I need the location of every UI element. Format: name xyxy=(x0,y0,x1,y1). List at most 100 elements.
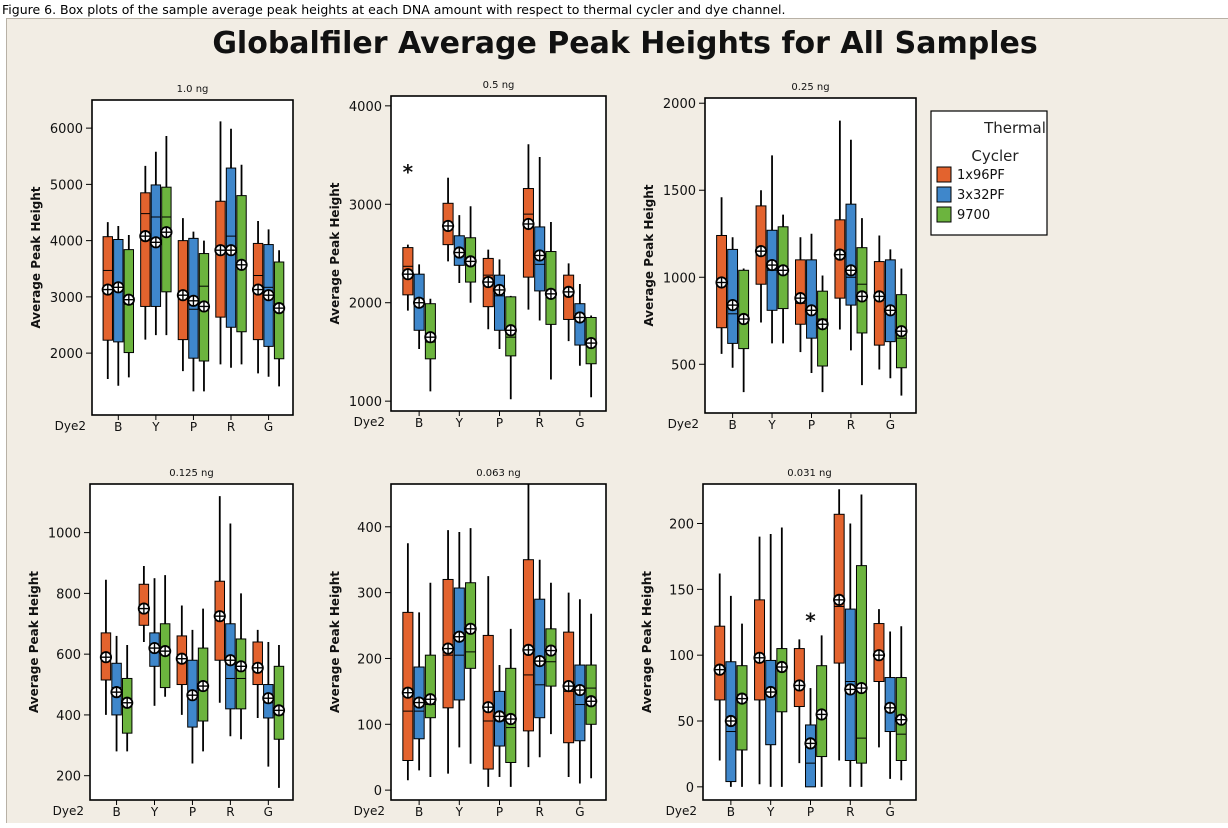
x-tick-label-r: R xyxy=(846,805,854,819)
mean-marker-9700-y xyxy=(464,255,477,268)
legend-label-1x96pf: 1x96PF xyxy=(957,168,1005,183)
box-iqr xyxy=(273,665,285,740)
mean-marker-9700-y xyxy=(160,226,173,239)
mean-marker-1x96pf-b xyxy=(401,268,414,281)
mean-marker-1x96pf-g xyxy=(872,649,886,662)
x-tick-label-b: B xyxy=(415,805,423,819)
x-tick-label-b: B xyxy=(112,805,120,819)
box-iqr xyxy=(884,259,896,343)
mean-marker-3x32pf-r xyxy=(224,244,238,257)
box-iqr xyxy=(793,648,805,708)
mean-marker-9700-g xyxy=(585,695,598,708)
y-axis-label: Average Peak Height xyxy=(640,571,654,713)
mean-marker-3x32pf-y xyxy=(453,246,466,259)
box-iqr xyxy=(235,638,247,710)
x-group-label: Dye2 xyxy=(666,804,697,818)
y-tick-label: 2000 xyxy=(663,97,696,112)
y-tick-label: 1500 xyxy=(663,184,696,199)
y-tick-label: 1000 xyxy=(349,395,382,410)
mean-marker-9700-y xyxy=(464,622,477,635)
mean-marker-1x96pf-y xyxy=(441,642,455,655)
box-iqr xyxy=(402,611,414,761)
panel-title: 0.063 ng xyxy=(476,468,521,479)
mean-marker-3x32pf-b xyxy=(724,714,737,728)
x-group-label: Dye2 xyxy=(53,804,84,818)
mean-marker-1x96pf-b xyxy=(101,283,114,296)
mean-marker-1x96pf-b xyxy=(713,663,726,676)
mean-marker-1x96pf-p xyxy=(482,275,495,289)
panel-title: 0.5 ng xyxy=(483,80,515,91)
mean-marker-9700-g xyxy=(272,302,286,315)
y-tick-label: 150 xyxy=(669,583,694,598)
y-axis-label: Average Peak Height xyxy=(328,182,342,324)
mean-marker-1x96pf-r xyxy=(833,593,846,606)
mean-marker-9700-r xyxy=(855,290,869,303)
x-tick-label-g: G xyxy=(886,418,895,432)
y-tick-label: 3000 xyxy=(349,198,382,213)
mean-marker-3x32pf-p xyxy=(493,710,506,723)
box-iqr xyxy=(493,274,506,331)
y-tick-label: 200 xyxy=(669,518,694,533)
mean-marker-9700-r xyxy=(235,258,248,271)
x-tick-label-g: G xyxy=(264,420,273,434)
box-iqr xyxy=(574,664,586,742)
y-tick-label: 2000 xyxy=(50,347,83,362)
y-axis-label: Average Peak Height xyxy=(27,571,41,713)
y-tick-label: 400 xyxy=(357,521,382,536)
x-tick-label-r: R xyxy=(536,416,544,430)
panel-0-25-ng: 0.25 ng Average Peak Height 500 1000 1500 200… xyxy=(642,82,917,432)
mean-marker-9700-b xyxy=(121,696,134,709)
mean-marker-1x96pf-g xyxy=(562,680,575,693)
legend-label-9700: 9700 xyxy=(957,208,990,223)
mean-marker-9700-y xyxy=(159,645,172,658)
mean-marker-3x32pf-r xyxy=(844,683,857,696)
y-axis-label: Average Peak Height xyxy=(642,184,656,326)
mean-marker-1x96pf-y xyxy=(754,245,768,258)
panel-title: 0.25 ng xyxy=(791,82,829,93)
mean-marker-1x96pf-b xyxy=(715,276,728,289)
y-tick-label: 1000 xyxy=(663,271,696,286)
mean-marker-9700-g xyxy=(585,336,598,350)
y-tick-label: 500 xyxy=(671,358,696,373)
mean-marker-9700-y xyxy=(776,264,790,277)
mean-marker-9700-b xyxy=(122,293,135,306)
mean-marker-9700-g xyxy=(895,713,908,726)
legend: Thermal Cycler 1x96PF 3x32PF 9700 xyxy=(930,110,1048,236)
mean-marker-3x32pf-b xyxy=(413,696,426,709)
y-tick-label: 400 xyxy=(56,709,81,724)
mean-marker-3x32pf-g xyxy=(262,692,275,705)
box-9700-b xyxy=(424,582,436,777)
mean-marker-9700-p xyxy=(815,708,828,721)
box-iqr xyxy=(453,587,465,701)
x-tick-label-g: G xyxy=(885,805,894,819)
mean-marker-1x96pf-p xyxy=(793,679,806,692)
box-iqr xyxy=(805,724,816,788)
mean-marker-1x96pf-y xyxy=(139,230,152,243)
legend-label-3x32pf: 3x32PF xyxy=(957,188,1005,203)
panel-title: 0.031 ng xyxy=(787,468,832,479)
y-tick-label: 100 xyxy=(357,718,382,733)
mean-marker-1x96pf-g xyxy=(251,283,265,296)
mean-marker-1x96pf-r xyxy=(522,643,535,657)
y-tick-label: 4000 xyxy=(349,100,382,115)
x-tick-label-p: P xyxy=(496,416,503,430)
mean-marker-9700-g xyxy=(272,704,286,717)
box-iqr xyxy=(736,665,748,751)
x-tick-label-b: B xyxy=(114,420,122,434)
x-tick-label-y: Y xyxy=(767,418,776,432)
mean-marker-3x32pf-p xyxy=(186,689,199,702)
mean-marker-9700-p xyxy=(504,324,517,337)
mean-marker-3x32pf-g xyxy=(573,311,586,324)
y-tick-label: 1000 xyxy=(48,527,81,542)
box-iqr xyxy=(765,659,777,746)
plot-area xyxy=(391,96,606,411)
x-group-label: Dye2 xyxy=(354,415,385,429)
mean-marker-3x32pf-b xyxy=(726,298,739,312)
figure-title: Globalfiler Average Peak Heights for All… xyxy=(212,26,1037,61)
box-9700-r xyxy=(545,582,557,735)
box-iqr xyxy=(161,186,172,293)
legend-swatch-1x96pf xyxy=(936,166,952,183)
mean-marker-1x96pf-y xyxy=(137,602,150,615)
x-tick-label-p: P xyxy=(807,805,814,819)
x-tick-label-y: Y xyxy=(151,420,160,434)
